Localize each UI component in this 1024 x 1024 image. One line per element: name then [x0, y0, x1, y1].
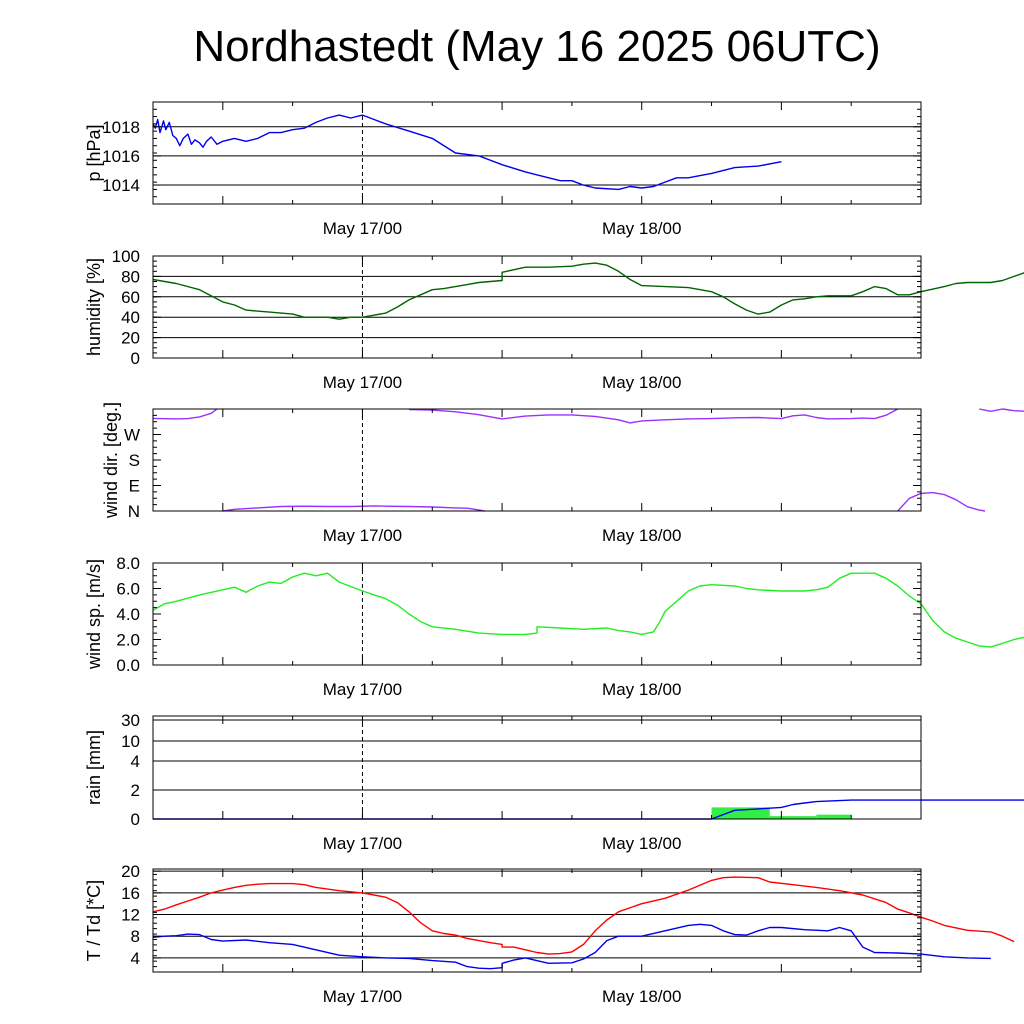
x-tick-label: May 18/00 [602, 526, 681, 545]
y-tick-label: 100 [112, 247, 140, 266]
series-line [152, 572, 1024, 648]
y-tick-label: W [124, 426, 140, 445]
panel-frame [152, 255, 922, 359]
axis-title: wind sp. [m/s] [84, 559, 104, 670]
axis-title: p [hPa] [84, 124, 104, 181]
series-line [408, 408, 899, 424]
y-tick-label: N [128, 502, 140, 521]
series-line [153, 799, 1024, 820]
y-tick-label: 30 [121, 711, 140, 730]
rain-bar [711, 807, 770, 819]
y-tick-label: 16 [121, 884, 140, 903]
y-tick-label: 4 [131, 949, 140, 968]
x-tick-label: May 18/00 [602, 987, 681, 1006]
series-line [152, 923, 991, 970]
x-tick-label: May 17/00 [323, 680, 402, 699]
x-tick-label: May 17/00 [323, 526, 402, 545]
series-line [152, 114, 782, 191]
axis-title: rain [mm] [84, 730, 104, 805]
y-tick-label: 60 [121, 288, 140, 307]
y-tick-label: 10 [121, 732, 140, 751]
panel-frame [152, 562, 922, 666]
y-tick-label: 20 [121, 862, 140, 881]
y-tick-label: 2.0 [116, 631, 140, 650]
axis-title: humidity [%] [84, 258, 104, 356]
y-tick-label: 4 [131, 752, 140, 771]
series-line [152, 876, 1015, 955]
y-tick-label: 8.0 [116, 554, 140, 573]
y-tick-label: 1014 [102, 176, 140, 195]
y-tick-label: 6.0 [116, 580, 140, 599]
y-tick-label: 0.0 [116, 656, 140, 675]
series-line [152, 408, 218, 420]
x-tick-label: May 18/00 [602, 680, 681, 699]
y-tick-label: E [129, 477, 140, 496]
series-line [222, 505, 485, 512]
y-tick-label: 80 [121, 267, 140, 286]
axis-title: T / Td [*C] [84, 880, 104, 961]
y-tick-label: 1018 [102, 118, 140, 137]
y-tick-label: 20 [121, 329, 140, 348]
y-tick-label: S [129, 451, 140, 470]
y-tick-label: 0 [131, 810, 140, 829]
y-tick-label: 4.0 [116, 605, 140, 624]
x-tick-label: May 17/00 [323, 219, 402, 238]
panel-frame [152, 408, 922, 512]
series-line [152, 262, 1024, 320]
x-tick-label: May 18/00 [602, 834, 681, 853]
y-tick-label: 8 [131, 927, 140, 946]
y-tick-label: 2 [131, 781, 140, 800]
x-tick-label: May 18/00 [602, 373, 681, 392]
rain-bar [769, 816, 817, 819]
axis-title: wind dir. [deg.] [101, 402, 121, 519]
y-tick-label: 40 [121, 308, 140, 327]
x-tick-label: May 17/00 [323, 987, 402, 1006]
y-tick-label: 12 [121, 906, 140, 925]
x-tick-label: May 18/00 [602, 219, 681, 238]
x-tick-label: May 17/00 [323, 373, 402, 392]
y-tick-label: 1016 [102, 147, 140, 166]
x-tick-label: May 17/00 [323, 834, 402, 853]
panel-frame [152, 715, 922, 820]
series-line [897, 491, 986, 512]
rain-bar [816, 814, 852, 819]
panel-frame [152, 101, 922, 205]
page-title: Nordhastedt (May 16 2025 06UTC) [193, 22, 881, 71]
y-tick-label: 0 [131, 349, 140, 368]
series-line [979, 408, 1024, 412]
panel-frame [152, 868, 922, 973]
